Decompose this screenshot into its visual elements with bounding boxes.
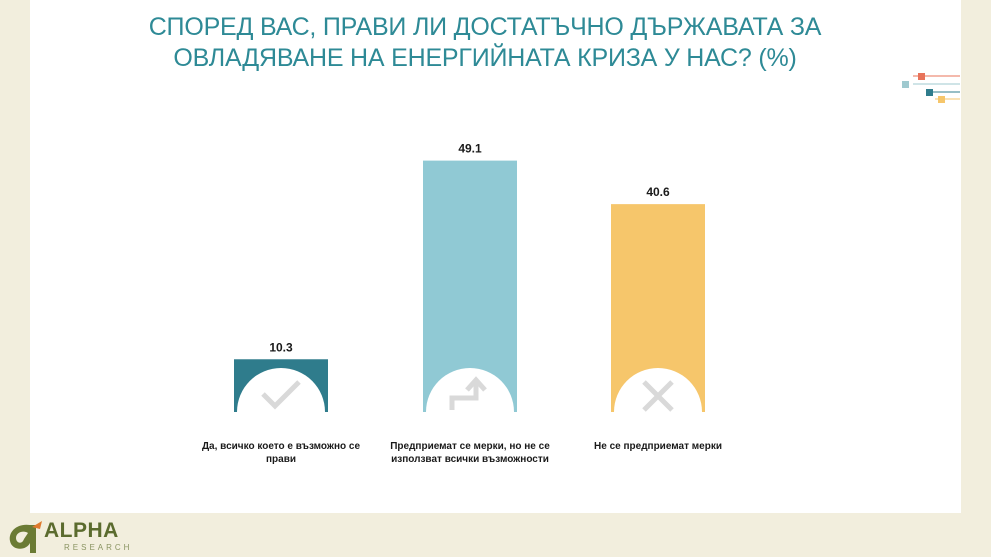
data-label-3: 40.6 bbox=[646, 185, 670, 199]
check-icon bbox=[261, 380, 301, 410]
category-label-2-line-1: Предприемат се мерки, но не се bbox=[390, 441, 550, 452]
chart-title-line-2: ОВЛАДЯВАНЕ НА ЕНЕРГИЙНАТА КРИЗА У НАС? (… bbox=[173, 44, 797, 72]
logo-mark-icon bbox=[9, 521, 42, 553]
bar-3-cutout bbox=[614, 368, 702, 412]
deco-square-3 bbox=[926, 89, 933, 96]
check-icon-path bbox=[261, 380, 301, 410]
category-label-3: Не се предприемат мерки bbox=[568, 440, 748, 453]
category-label-2: Предприемат се мерки, но не се използват … bbox=[380, 440, 560, 466]
logo-subtitle: RESEARCH bbox=[64, 543, 133, 552]
deco-square-4 bbox=[938, 96, 945, 103]
alpha-research-logo: ALPHA RESEARCH bbox=[4, 517, 154, 555]
turn-arrow-icon-path bbox=[449, 376, 487, 410]
category-label-1-line-2: прави bbox=[265, 454, 296, 465]
category-label-1-line-1: Да, всичко което е възможно се bbox=[201, 441, 361, 452]
category-label-1: Да, всичко което е възможно се прави bbox=[191, 440, 371, 466]
deco-square-1 bbox=[918, 73, 925, 80]
bar-1-cutout bbox=[237, 368, 325, 412]
cross-icon bbox=[642, 380, 674, 412]
category-label-2-line-2: използват всички възможности bbox=[391, 454, 549, 465]
category-label-3-line-1: Не се предприемат мерки bbox=[594, 441, 722, 452]
turn-arrow-icon bbox=[449, 376, 487, 410]
logo-word: ALPHA bbox=[44, 519, 119, 542]
data-label-2: 49.1 bbox=[458, 142, 482, 156]
chart-title-line-1: СПОРЕД ВАС, ПРАВИ ЛИ ДОСТАТЪЧНО ДЪРЖАВАТ… bbox=[148, 13, 822, 41]
cross-icon-path bbox=[642, 380, 674, 412]
data-label-1: 10.3 bbox=[269, 340, 293, 354]
deco-square-2 bbox=[902, 81, 909, 88]
footer-band bbox=[0, 513, 991, 557]
chart-title: СПОРЕД ВАС, ПРАВИ ЛИ ДОСТАТЪЧНО ДЪРЖАВАТ… bbox=[60, 12, 910, 74]
